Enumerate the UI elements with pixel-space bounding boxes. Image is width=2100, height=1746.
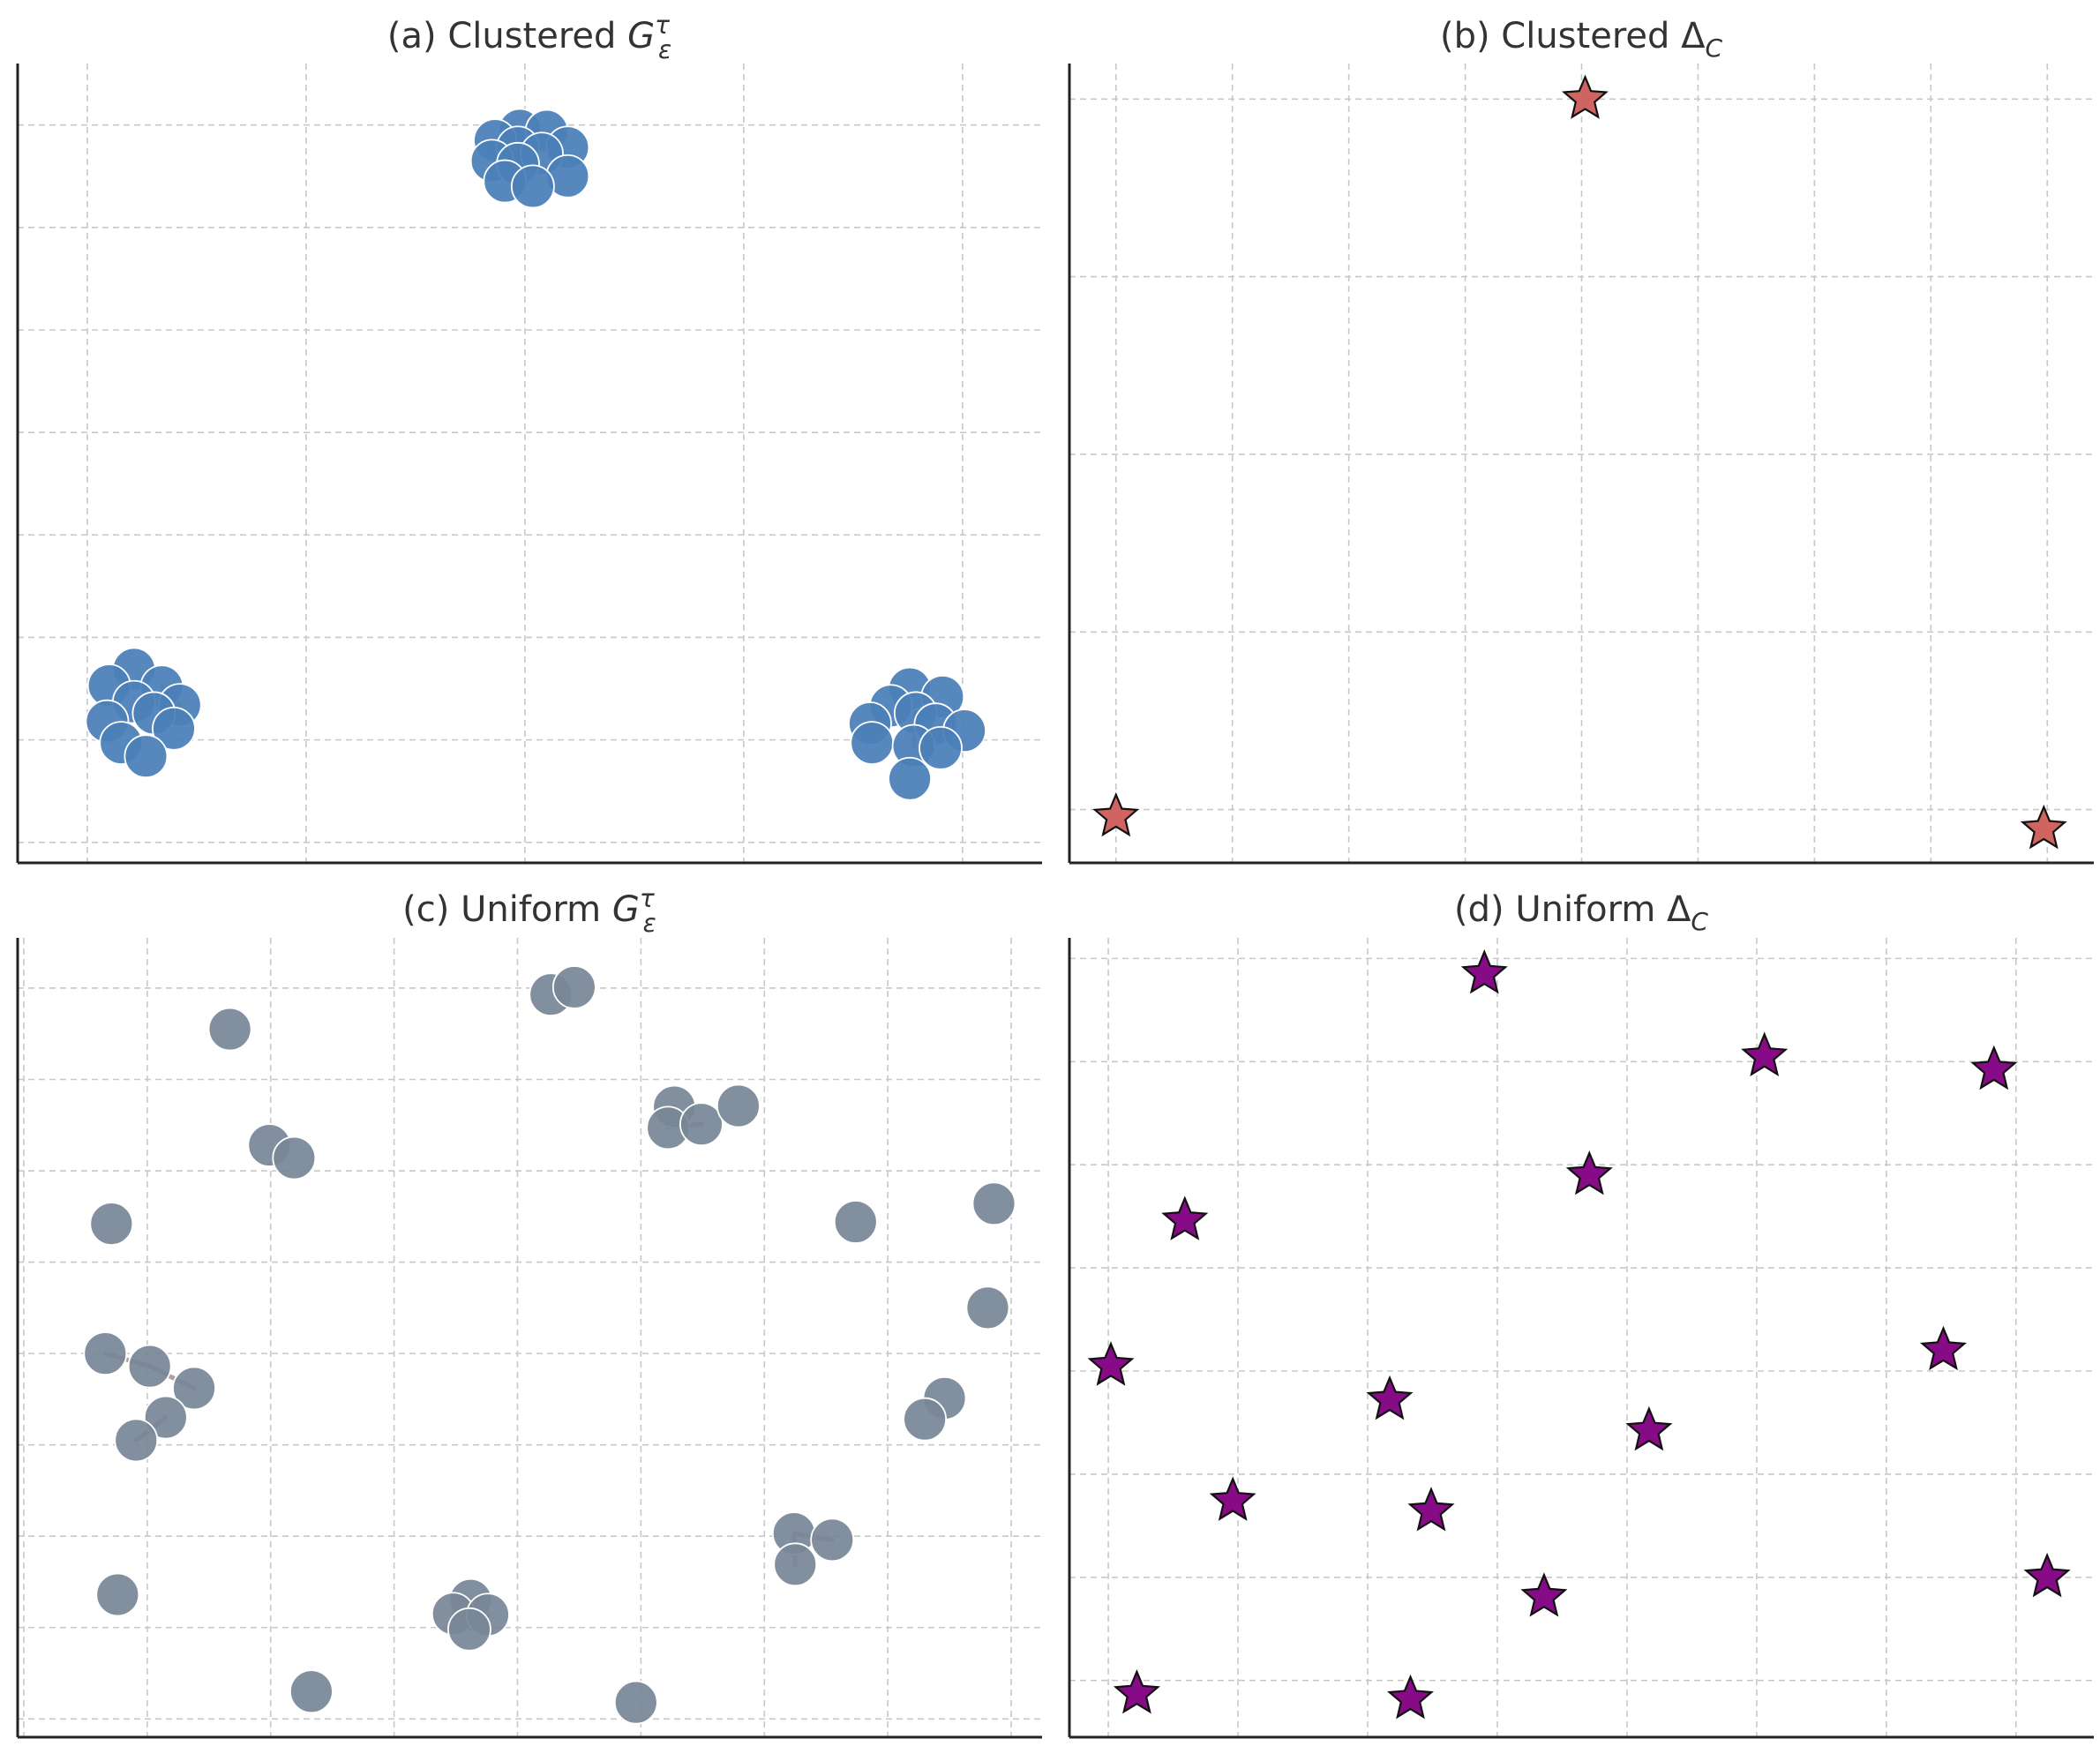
- graph-node: [289, 1669, 334, 1714]
- center-star: [1087, 1341, 1135, 1386]
- graph-node: [903, 1397, 948, 1442]
- edges: [102, 1105, 835, 1632]
- panel-title-subscript: ε: [658, 35, 671, 64]
- center-star: [1386, 1674, 1435, 1720]
- graph-node: [510, 164, 555, 209]
- graph-node: [716, 1083, 761, 1128]
- panel-c-uniform-graph: (c) Uniform Gτ ε: [16, 884, 1042, 1739]
- graph-node: [679, 1102, 724, 1147]
- panel-title-text: (d) Uniform: [1454, 889, 1667, 930]
- grid: [1069, 938, 2094, 1737]
- panel-title-symbol: Δ: [1681, 16, 1706, 56]
- edges: [159, 128, 919, 749]
- center-star: [2020, 804, 2067, 850]
- panel-title-text: (b) Clustered: [1440, 16, 1681, 56]
- panel-title: (c) Uniform Gτ ε: [402, 884, 656, 938]
- graph-node: [919, 726, 963, 770]
- graph-node: [207, 1007, 252, 1052]
- graph-node: [971, 1181, 1016, 1226]
- graph-node: [833, 1200, 878, 1244]
- panel-title-symbol: G: [612, 889, 640, 930]
- graph-node: [773, 1542, 818, 1587]
- points: [83, 965, 1016, 1725]
- graph-node: [888, 756, 932, 801]
- panel-title-symbol: G: [627, 16, 655, 56]
- panel-title: (d) Uniform ΔC: [1454, 889, 1708, 936]
- panel-title-subscript: C: [1705, 34, 1722, 63]
- graph-node: [143, 1395, 188, 1440]
- graph-node: [124, 734, 169, 779]
- panel-title-subscript: C: [1691, 907, 1708, 936]
- center-star: [1625, 1405, 1673, 1451]
- panel-title-subscript: ε: [643, 909, 656, 938]
- graph-node: [95, 1572, 140, 1617]
- graph-node: [810, 1517, 855, 1562]
- graph-node: [152, 706, 196, 751]
- graph-node: [172, 1366, 216, 1411]
- points: [85, 108, 986, 801]
- center-star: [1565, 1150, 1613, 1195]
- panel-b-clustered-centers: (b) Clustered ΔC: [1068, 16, 2094, 865]
- panel-a-clustered-graph: (a) Clustered Gτ ε: [16, 11, 1042, 865]
- center-star: [1561, 74, 1609, 119]
- graph-node: [272, 1135, 317, 1180]
- center-star: [1460, 949, 1508, 994]
- panel-title-text: (c) Uniform: [402, 889, 612, 930]
- graph-node: [447, 1607, 491, 1652]
- center-star: [1366, 1375, 1414, 1420]
- graph-node: [850, 721, 895, 765]
- graph-node: [114, 1418, 159, 1463]
- center-star: [1113, 1669, 1160, 1714]
- center-star: [1520, 1572, 1568, 1617]
- points: [1092, 74, 2067, 850]
- graph-node: [613, 1680, 658, 1725]
- graph-node: [965, 1285, 1010, 1330]
- center-star: [1741, 1031, 1789, 1077]
- graph-node: [551, 965, 596, 1009]
- grid: [18, 938, 1042, 1737]
- center-star: [1209, 1476, 1256, 1521]
- panel-title: (a) Clustered Gτ ε: [387, 11, 671, 64]
- points: [1087, 949, 2071, 1720]
- graph-node: [83, 1331, 128, 1376]
- panel-title-symbol: Δ: [1667, 889, 1691, 930]
- center-star: [1161, 1195, 1209, 1240]
- panel-title-superscript: τ: [640, 884, 655, 913]
- grid: [1069, 64, 2094, 863]
- center-star: [1970, 1045, 2018, 1090]
- panel-title: (b) Clustered ΔC: [1440, 16, 1723, 63]
- center-star: [1092, 791, 1140, 837]
- center-star: [1407, 1487, 1455, 1532]
- graph-node: [89, 1202, 134, 1246]
- panel-title-superscript: τ: [655, 11, 670, 40]
- panel-d-uniform-centers: (d) Uniform ΔC: [1068, 889, 2094, 1739]
- center-star: [1919, 1325, 1968, 1371]
- center-star: [2023, 1552, 2071, 1598]
- graph-node: [127, 1344, 172, 1389]
- panel-title-text: (a) Clustered: [387, 16, 627, 56]
